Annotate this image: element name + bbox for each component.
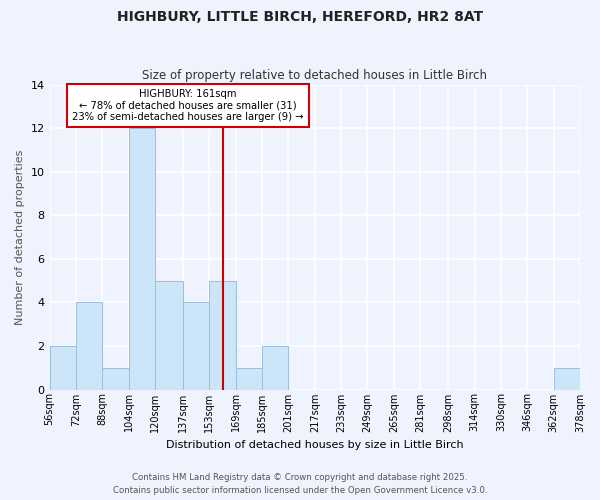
Bar: [209, 280, 236, 390]
Text: HIGHBURY: 161sqm
← 78% of detached houses are smaller (31)
23% of semi-detached : HIGHBURY: 161sqm ← 78% of detached house…: [72, 89, 304, 122]
Bar: [128, 128, 155, 390]
Text: Contains HM Land Registry data © Crown copyright and database right 2025.
Contai: Contains HM Land Registry data © Crown c…: [113, 474, 487, 495]
Bar: [155, 280, 183, 390]
X-axis label: Distribution of detached houses by size in Little Birch: Distribution of detached houses by size …: [166, 440, 464, 450]
Bar: [50, 346, 76, 390]
Bar: [262, 346, 289, 390]
Bar: [76, 302, 102, 390]
Bar: [554, 368, 580, 390]
Title: Size of property relative to detached houses in Little Birch: Size of property relative to detached ho…: [142, 69, 487, 82]
Text: HIGHBURY, LITTLE BIRCH, HEREFORD, HR2 8AT: HIGHBURY, LITTLE BIRCH, HEREFORD, HR2 8A…: [117, 10, 483, 24]
Bar: [102, 368, 128, 390]
Bar: [183, 302, 209, 390]
Bar: [236, 368, 262, 390]
Y-axis label: Number of detached properties: Number of detached properties: [15, 150, 25, 324]
